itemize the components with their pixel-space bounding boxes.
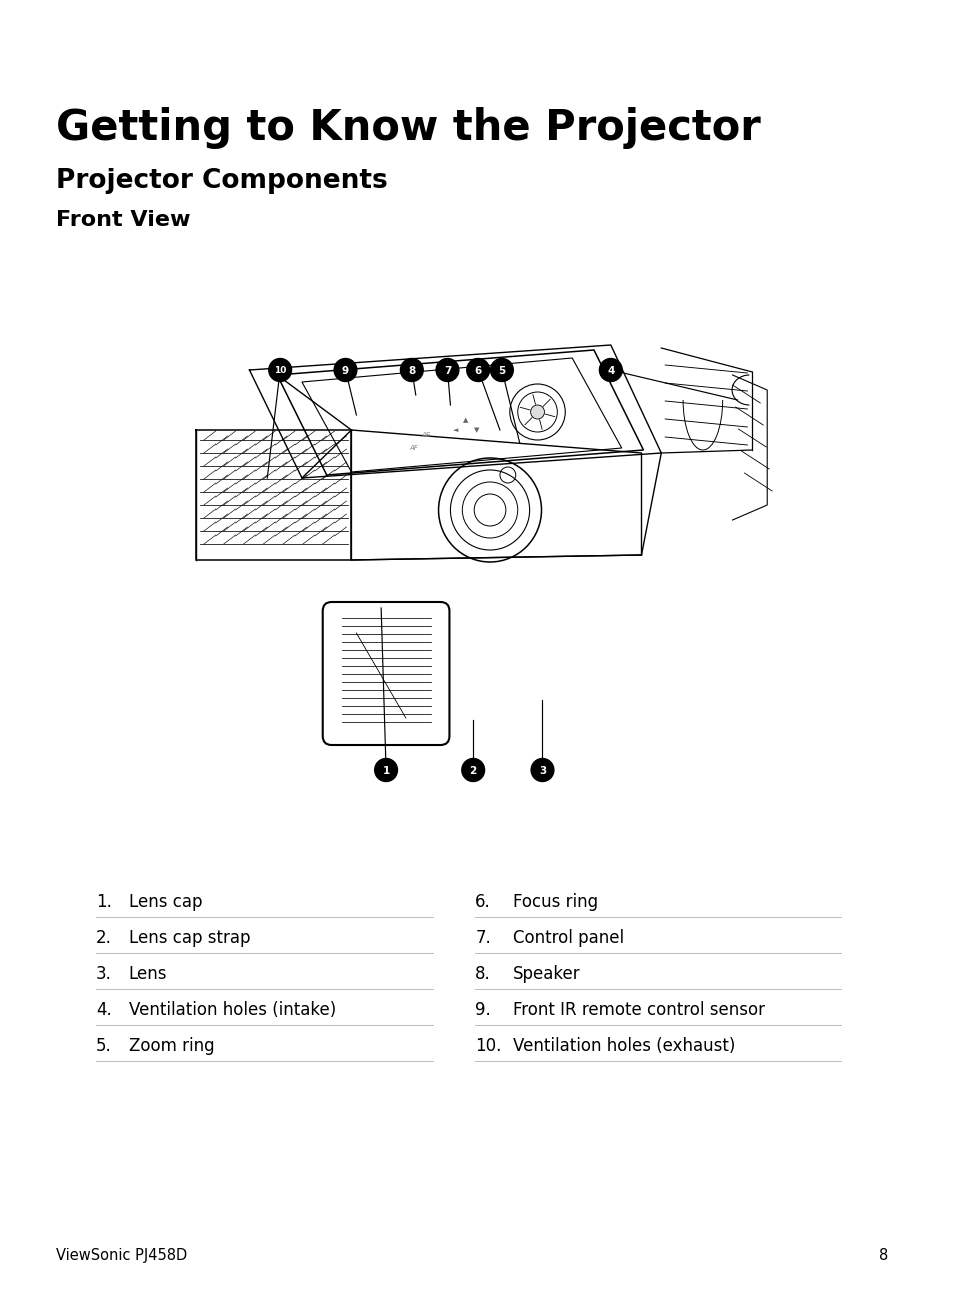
- Text: Front IR remote control sensor: Front IR remote control sensor: [513, 1002, 764, 1018]
- Text: 3: 3: [538, 765, 545, 776]
- Circle shape: [436, 359, 458, 382]
- Text: Ventilation holes (exhaust): Ventilation holes (exhaust): [513, 1037, 735, 1055]
- Text: Zoom ring: Zoom ring: [129, 1037, 214, 1055]
- Text: Speaker: Speaker: [513, 965, 579, 983]
- Circle shape: [334, 359, 356, 382]
- Text: 6: 6: [474, 365, 481, 375]
- Text: Projector Components: Projector Components: [56, 168, 388, 194]
- Text: 2: 2: [469, 765, 476, 776]
- Text: Front View: Front View: [56, 210, 191, 230]
- Text: 1: 1: [382, 765, 390, 776]
- Text: ViewSonic PJ458D: ViewSonic PJ458D: [56, 1248, 188, 1263]
- Circle shape: [531, 759, 554, 782]
- Polygon shape: [249, 346, 660, 478]
- Circle shape: [461, 759, 484, 782]
- Text: Control panel: Control panel: [513, 929, 623, 947]
- Text: Focus ring: Focus ring: [513, 892, 598, 911]
- Circle shape: [375, 759, 397, 782]
- FancyBboxPatch shape: [322, 601, 449, 746]
- Text: AE: AE: [420, 433, 430, 438]
- Text: 10: 10: [274, 366, 286, 375]
- Circle shape: [490, 359, 513, 382]
- Text: ▲: ▲: [462, 417, 468, 423]
- Text: ▼: ▼: [474, 427, 479, 433]
- Text: 1.: 1.: [96, 892, 112, 911]
- Text: 3.: 3.: [96, 965, 112, 983]
- Circle shape: [400, 359, 423, 382]
- Text: Lens: Lens: [129, 965, 167, 983]
- Circle shape: [530, 405, 544, 420]
- Text: 8.: 8.: [475, 965, 491, 983]
- Text: 8: 8: [878, 1248, 887, 1263]
- Text: 5: 5: [497, 365, 505, 375]
- Text: 7.: 7.: [475, 929, 491, 947]
- Text: 5.: 5.: [96, 1037, 112, 1055]
- Text: 10.: 10.: [475, 1037, 501, 1055]
- Text: 6.: 6.: [475, 892, 491, 911]
- Circle shape: [598, 359, 621, 382]
- Text: Lens cap: Lens cap: [129, 892, 202, 911]
- Polygon shape: [195, 430, 351, 560]
- Text: 9.: 9.: [475, 1002, 491, 1018]
- Text: 2.: 2.: [96, 929, 112, 947]
- Text: 8: 8: [408, 365, 415, 375]
- Circle shape: [466, 359, 489, 382]
- Text: Getting to Know the Projector: Getting to Know the Projector: [56, 107, 760, 149]
- Circle shape: [269, 359, 292, 382]
- Text: ◄: ◄: [453, 427, 457, 433]
- Text: 7: 7: [443, 365, 451, 375]
- Text: 4: 4: [606, 365, 614, 375]
- Text: AF: AF: [409, 446, 417, 451]
- Text: 4.: 4.: [96, 1002, 112, 1018]
- Polygon shape: [351, 430, 640, 560]
- Text: Ventilation holes (intake): Ventilation holes (intake): [129, 1002, 335, 1018]
- Text: 9: 9: [341, 365, 349, 375]
- Text: Lens cap strap: Lens cap strap: [129, 929, 250, 947]
